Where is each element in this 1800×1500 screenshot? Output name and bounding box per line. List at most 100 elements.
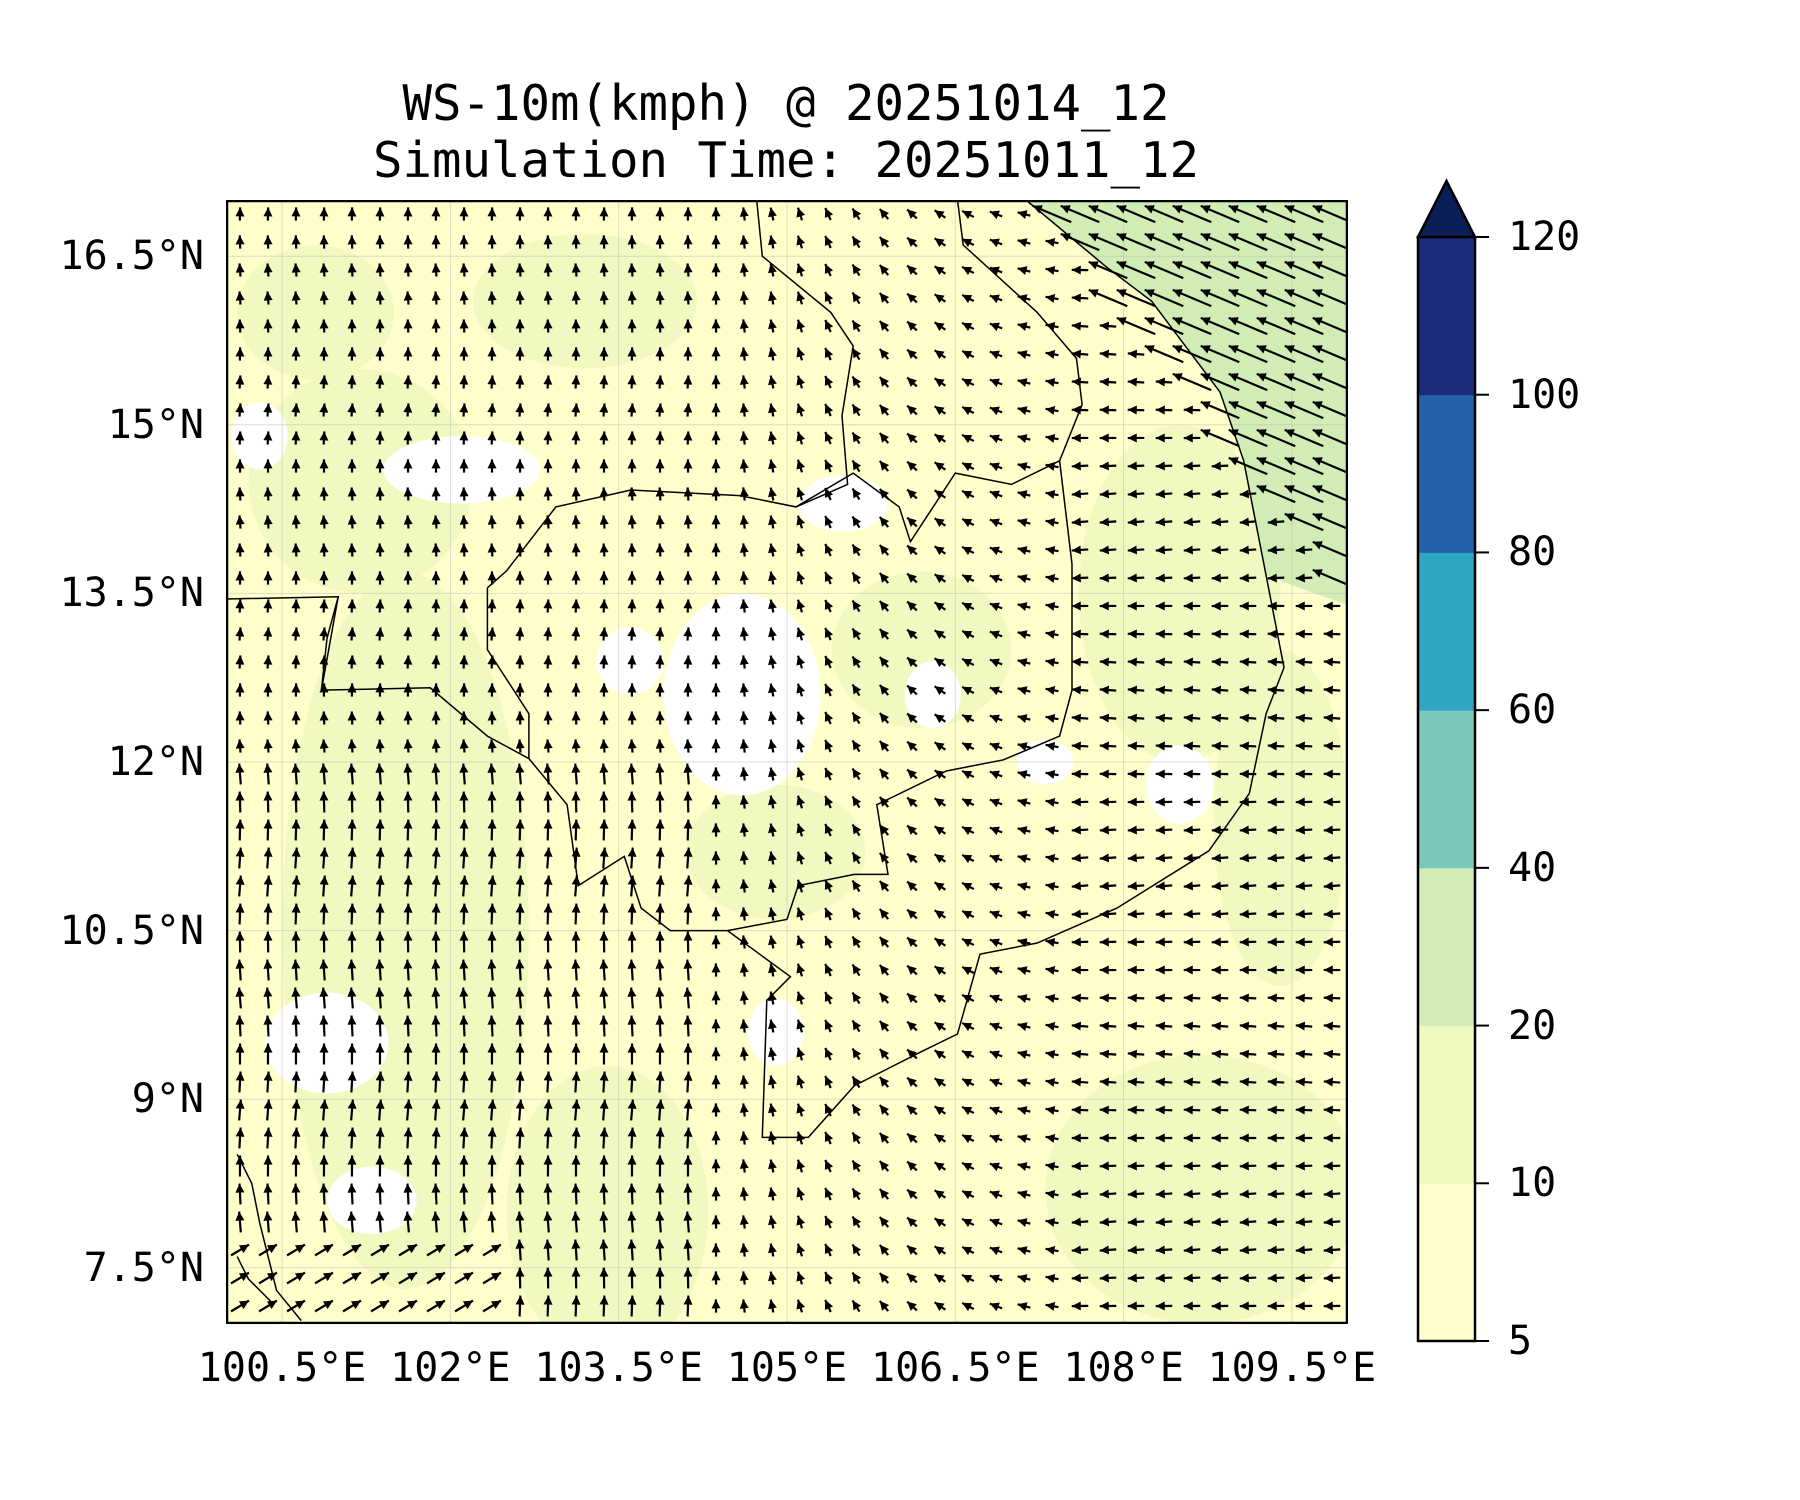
lat-tick-label: 7.5°N	[83, 1244, 204, 1291]
wind-arrow-head	[347, 235, 357, 245]
wind-arrow-head	[962, 1302, 973, 1312]
wind-arrow	[1045, 1301, 1059, 1311]
wind-arrow	[1099, 1133, 1117, 1143]
wind-arrow-head	[291, 959, 301, 969]
wind-arrow	[319, 1015, 329, 1037]
wind-arrow	[1099, 489, 1117, 499]
wind-arrow	[515, 207, 525, 221]
wind-arrow	[459, 875, 469, 897]
wind-arrow	[1183, 657, 1201, 667]
wind-arrow-head	[1155, 993, 1165, 1003]
wind-arrow-head	[683, 207, 693, 217]
wind-arrow-head	[1267, 1077, 1278, 1087]
wind-arrow-head	[515, 403, 525, 413]
wind-arrow-head	[1200, 205, 1211, 214]
wind-arrow	[515, 1015, 525, 1037]
wind-arrow-head	[683, 655, 693, 665]
wind-arrow	[961, 321, 975, 332]
wind-arrow	[1256, 204, 1296, 224]
wind-arrow	[655, 291, 665, 305]
wind-arrow-head	[934, 238, 945, 248]
coastline	[236, 1153, 302, 1322]
wind-arrow-head	[655, 403, 665, 413]
wind-arrow	[375, 291, 385, 305]
wind-arrow-head	[768, 599, 777, 610]
wind-arrow	[342, 1243, 362, 1257]
wind-arrow	[1155, 489, 1173, 499]
wind-arrow-head	[879, 376, 889, 387]
wind-arrow	[1155, 433, 1173, 443]
wind-arrow-head	[1284, 373, 1295, 382]
wind-arrow	[347, 375, 357, 389]
wind-arrow	[1211, 1105, 1229, 1115]
wind-arrow-head	[571, 1239, 581, 1249]
wind-arrow	[1295, 545, 1313, 555]
wind-arrow-head	[487, 571, 497, 581]
wind-arrow	[1312, 344, 1348, 362]
wind-arrow	[655, 347, 665, 361]
wind-arrow-head	[1127, 1049, 1138, 1059]
wind-arrow-head	[852, 376, 862, 387]
wind-arrow	[1071, 461, 1089, 471]
wind-arrow-head	[319, 655, 329, 665]
wind-arrow	[739, 1299, 749, 1313]
wind-arrow-head	[487, 627, 497, 637]
wind-arrow	[487, 375, 497, 389]
wind-arrow-head	[627, 599, 637, 609]
wind-arrow	[1155, 1217, 1173, 1227]
wind-arrow	[1017, 294, 1031, 303]
wind-arrow-head	[1155, 1273, 1165, 1283]
wind-arrow-head	[768, 627, 777, 638]
wind-arrow	[627, 959, 637, 981]
wind-arrow	[459, 599, 469, 613]
wind-arrow-head	[322, 1244, 333, 1254]
wind-arrow	[403, 347, 413, 361]
wind-arrow-head	[879, 796, 889, 807]
wind-arrow	[1071, 853, 1089, 863]
wind-arrow	[599, 375, 609, 389]
wind-arrow-head	[431, 791, 441, 801]
wind-arrow-head	[796, 1019, 806, 1030]
wind-arrow-head	[1239, 517, 1250, 527]
wind-arrow-head	[347, 1071, 357, 1081]
wind-arrow	[431, 847, 441, 869]
wind-arrow-head	[322, 1272, 333, 1282]
wind-arrow	[459, 543, 469, 557]
wind-arrow-head	[543, 931, 553, 941]
wind-arrow	[655, 1267, 665, 1289]
wind-arrow	[431, 1043, 441, 1065]
wind-arrow	[263, 1211, 273, 1233]
wind-arrow	[739, 235, 749, 249]
wind-arrow-head	[238, 1272, 249, 1282]
wind-arrow	[768, 571, 777, 585]
wind-arrow	[933, 237, 947, 248]
wind-arrow-head	[907, 209, 917, 219]
wind-arrow-head	[1045, 517, 1056, 527]
wind-arrow	[319, 683, 329, 697]
wind-arrow	[739, 1159, 749, 1173]
wind-arrow-head	[571, 711, 581, 721]
wind-arrow-head	[907, 881, 917, 891]
wind-arrow-head	[263, 459, 273, 469]
wind-arrow	[1071, 349, 1089, 359]
wind-arrow	[989, 1078, 1003, 1088]
wind-arrow-head	[543, 1099, 553, 1109]
wind-arrow-head	[406, 1300, 417, 1310]
wind-arrow-head	[768, 319, 777, 330]
wind-arrow-head	[319, 207, 329, 217]
wind-arrow-head	[1295, 769, 1305, 779]
wind-arrow-head	[319, 739, 329, 749]
wind-arrow-head	[711, 1019, 721, 1029]
wind-arrow	[263, 543, 273, 557]
wind-arrow-head	[989, 1274, 1000, 1284]
wind-arrow-head	[459, 1015, 469, 1025]
wind-arrow-head	[378, 1272, 389, 1282]
wind-arrow	[235, 207, 245, 221]
wind-arrow	[711, 1215, 721, 1229]
wind-arrow	[878, 404, 890, 416]
wind-arrow-head	[711, 767, 721, 777]
wind-arrow	[1071, 881, 1089, 891]
colorbar	[1415, 178, 1489, 1343]
calm-area	[747, 998, 804, 1066]
wind-arrow-head	[739, 879, 749, 889]
